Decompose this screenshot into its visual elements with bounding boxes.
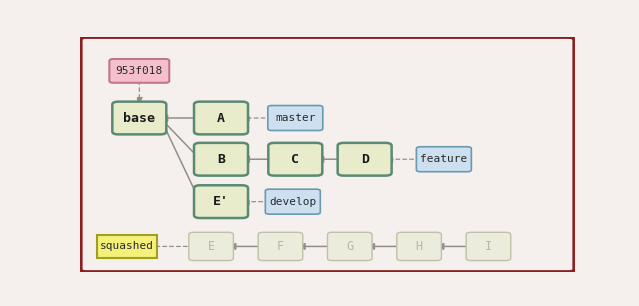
Text: 953f018: 953f018 bbox=[116, 66, 163, 76]
FancyBboxPatch shape bbox=[189, 232, 233, 261]
FancyBboxPatch shape bbox=[109, 59, 169, 83]
Text: B: B bbox=[217, 153, 225, 166]
FancyBboxPatch shape bbox=[268, 143, 322, 176]
FancyBboxPatch shape bbox=[112, 102, 166, 134]
Text: H: H bbox=[415, 240, 422, 253]
Text: base: base bbox=[123, 111, 155, 125]
FancyBboxPatch shape bbox=[417, 147, 472, 172]
Text: develop: develop bbox=[269, 197, 316, 207]
Text: feature: feature bbox=[420, 154, 468, 164]
FancyBboxPatch shape bbox=[337, 143, 392, 176]
FancyBboxPatch shape bbox=[194, 185, 248, 218]
FancyBboxPatch shape bbox=[81, 37, 574, 272]
FancyBboxPatch shape bbox=[258, 232, 303, 261]
Text: F: F bbox=[277, 240, 284, 253]
Text: C: C bbox=[291, 153, 299, 166]
FancyBboxPatch shape bbox=[268, 106, 323, 130]
FancyBboxPatch shape bbox=[194, 102, 248, 134]
Text: E': E' bbox=[213, 195, 229, 208]
FancyBboxPatch shape bbox=[265, 189, 320, 214]
Text: E: E bbox=[208, 240, 215, 253]
FancyBboxPatch shape bbox=[328, 232, 372, 261]
Text: master: master bbox=[275, 113, 316, 123]
FancyBboxPatch shape bbox=[397, 232, 442, 261]
Text: I: I bbox=[485, 240, 492, 253]
Text: A: A bbox=[217, 111, 225, 125]
FancyBboxPatch shape bbox=[194, 143, 248, 176]
Text: squashed: squashed bbox=[100, 241, 154, 252]
FancyBboxPatch shape bbox=[466, 232, 511, 261]
FancyBboxPatch shape bbox=[97, 234, 157, 258]
Text: D: D bbox=[360, 153, 369, 166]
Text: G: G bbox=[346, 240, 353, 253]
